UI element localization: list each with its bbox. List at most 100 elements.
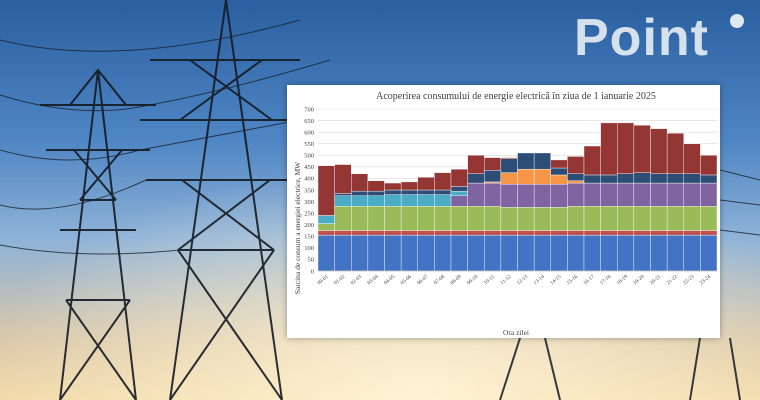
bar-segment-12-13-series-4 <box>517 184 535 208</box>
bar-segment-02-03-series-1 <box>351 234 369 272</box>
bar-segment-00-01-series-8 <box>317 165 335 216</box>
x-tick-label: 23-24 <box>699 274 712 287</box>
x-tick-label: 18-19 <box>616 274 629 287</box>
bar-segment-19-20-series-2 <box>633 230 651 236</box>
bar-segment-17-18-series-4 <box>600 182 618 207</box>
bar-segment-05-06-series-6 <box>400 194 418 207</box>
bar-segment-21-22-series-1 <box>666 234 684 272</box>
y-tick-label: 300 <box>304 199 314 206</box>
bar-segment-01-02-series-7 <box>334 193 352 196</box>
x-tick-label: 22-23 <box>682 274 695 287</box>
bar-segment-22-23-series-3 <box>683 205 701 231</box>
x-tick-label: 02-03 <box>350 274 363 287</box>
y-tick-label: 600 <box>304 129 314 136</box>
y-tick-label: 450 <box>304 164 314 171</box>
bar-segment-14-15-series-1 <box>550 234 568 272</box>
x-tick-label: 05-06 <box>400 274 413 287</box>
bar-segment-10-11-series-3 <box>484 205 502 231</box>
bar-segment-15-16-series-7 <box>567 173 585 181</box>
bar-segment-22-23-series-4 <box>683 182 701 207</box>
bar-segment-19-20-series-4 <box>633 182 651 207</box>
y-tick-label: 100 <box>304 245 314 252</box>
bar-segment-22-23-series-7 <box>683 173 701 184</box>
y-axis-ticks: 0 50 100 150 200 250 300 350 400 450 500 550 600 650 7… <box>304 106 314 275</box>
bar-segment-17-18-series-1 <box>600 234 618 272</box>
bar-segment-01-02-series-6 <box>334 195 352 207</box>
bar-segment-06-07-series-3 <box>417 205 435 231</box>
stacked-bar-chart: Acoperirea consumului de energie electri… <box>293 91 718 337</box>
bar-segment-13-14-series-4 <box>533 184 551 208</box>
bar-segment-02-03-series-2 <box>351 230 369 236</box>
bar-segment-16-17-series-8 <box>583 145 601 176</box>
bar-segment-02-03-series-6 <box>351 195 369 207</box>
bar-segment-10-11-series-7 <box>484 170 502 183</box>
bar-segment-23-24-series-8 <box>700 155 718 176</box>
brand-logo: Point <box>574 9 709 67</box>
y-tick-label: 200 <box>304 222 314 229</box>
bar-segment-19-20-series-8 <box>633 125 651 173</box>
bar-segment-05-06-series-8 <box>400 181 418 191</box>
bar-segment-20-21-series-8 <box>650 128 668 174</box>
bar-segment-03-04-series-7 <box>367 190 385 196</box>
bar-segment-15-16-series-5 <box>567 180 585 184</box>
bar-segment-16-17-series-1 <box>583 234 601 272</box>
bar-segment-10-11-series-8 <box>484 157 502 171</box>
bar-segment-11-12-series-3 <box>500 207 518 231</box>
bar-segment-23-24-series-7 <box>700 174 718 184</box>
bar-segment-08-09-series-2 <box>450 230 468 236</box>
y-tick-label: 350 <box>304 187 314 194</box>
bar-segment-01-02-series-8 <box>334 164 352 194</box>
bar-segment-12-13-series-5 <box>517 168 535 185</box>
bar-segment-23-24-series-2 <box>700 230 718 236</box>
x-axis-label: Ora zilei <box>503 328 529 337</box>
bar-segment-20-21-series-3 <box>650 205 668 231</box>
bar-segment-08-09-series-7 <box>450 186 468 192</box>
bar-segment-15-16-series-3 <box>567 205 585 231</box>
bar-segment-11-12-series-2 <box>500 230 518 236</box>
x-tick-label: 09-10 <box>466 274 479 287</box>
bar-segment-18-19-series-8 <box>617 122 635 175</box>
bar-segment-11-12-series-7 <box>500 158 518 173</box>
x-tick-label: 13-14 <box>533 274 546 287</box>
bar-segment-14-15-series-7 <box>550 167 568 176</box>
y-tick-label: 700 <box>304 106 314 113</box>
y-tick-label: 250 <box>304 210 314 217</box>
bar-segment-04-05-series-7 <box>384 189 402 195</box>
bar-segment-14-15-series-5 <box>550 174 568 185</box>
bar-segment-15-16-series-8 <box>567 156 585 174</box>
bar-segment-23-24-series-4 <box>700 182 718 207</box>
x-tick-label: 03-04 <box>366 274 379 287</box>
bar-segment-21-22-series-7 <box>666 173 684 184</box>
x-tick-label: 00-01 <box>316 274 329 287</box>
bar-segment-16-17-series-2 <box>583 230 601 236</box>
bar-segment-10-11-series-1 <box>484 234 502 272</box>
bar-segment-18-19-series-3 <box>617 205 635 231</box>
bar-segment-21-22-series-4 <box>666 182 684 207</box>
bar-segment-11-12-series-8 <box>500 157 518 159</box>
x-tick-label: 19-20 <box>632 274 645 287</box>
bar-segment-03-04-series-6 <box>367 195 385 207</box>
x-tick-label: 20-21 <box>649 274 662 287</box>
bar-segment-17-18-series-8 <box>600 122 618 176</box>
bar-segment-09-10-series-1 <box>467 234 485 272</box>
bar-segment-18-19-series-7 <box>617 173 635 184</box>
bar-segment-02-03-series-3 <box>351 205 369 231</box>
bar-segment-06-07-series-8 <box>417 177 435 191</box>
bar-segment-03-04-series-3 <box>367 205 385 231</box>
bar-segment-06-07-series-6 <box>417 194 435 207</box>
x-axis-ticks: 00-01 01-02 02-03 03-04 04-05 05-06 06-07 07-08… <box>316 270 717 287</box>
bar-segment-19-20-series-1 <box>633 234 651 272</box>
bar-segment-09-10-series-7 <box>467 173 485 184</box>
bar-segment-16-17-series-3 <box>583 205 601 231</box>
bar-segment-02-03-series-7 <box>351 190 369 196</box>
bar-segment-15-16-series-4 <box>567 182 585 207</box>
bar-segment-12-13-series-7 <box>517 152 535 170</box>
bar-segment-19-20-series-7 <box>633 172 651 184</box>
bar-segment-04-05-series-8 <box>384 182 402 191</box>
bar-segment-00-01-series-3 <box>317 223 335 231</box>
x-tick-label: 06-07 <box>416 274 429 287</box>
bar-segment-11-12-series-4 <box>500 184 518 208</box>
bar-segment-05-06-series-1 <box>400 234 418 272</box>
bar-segment-00-01-series-2 <box>317 230 335 236</box>
bar-segment-00-01-series-1 <box>317 234 335 272</box>
